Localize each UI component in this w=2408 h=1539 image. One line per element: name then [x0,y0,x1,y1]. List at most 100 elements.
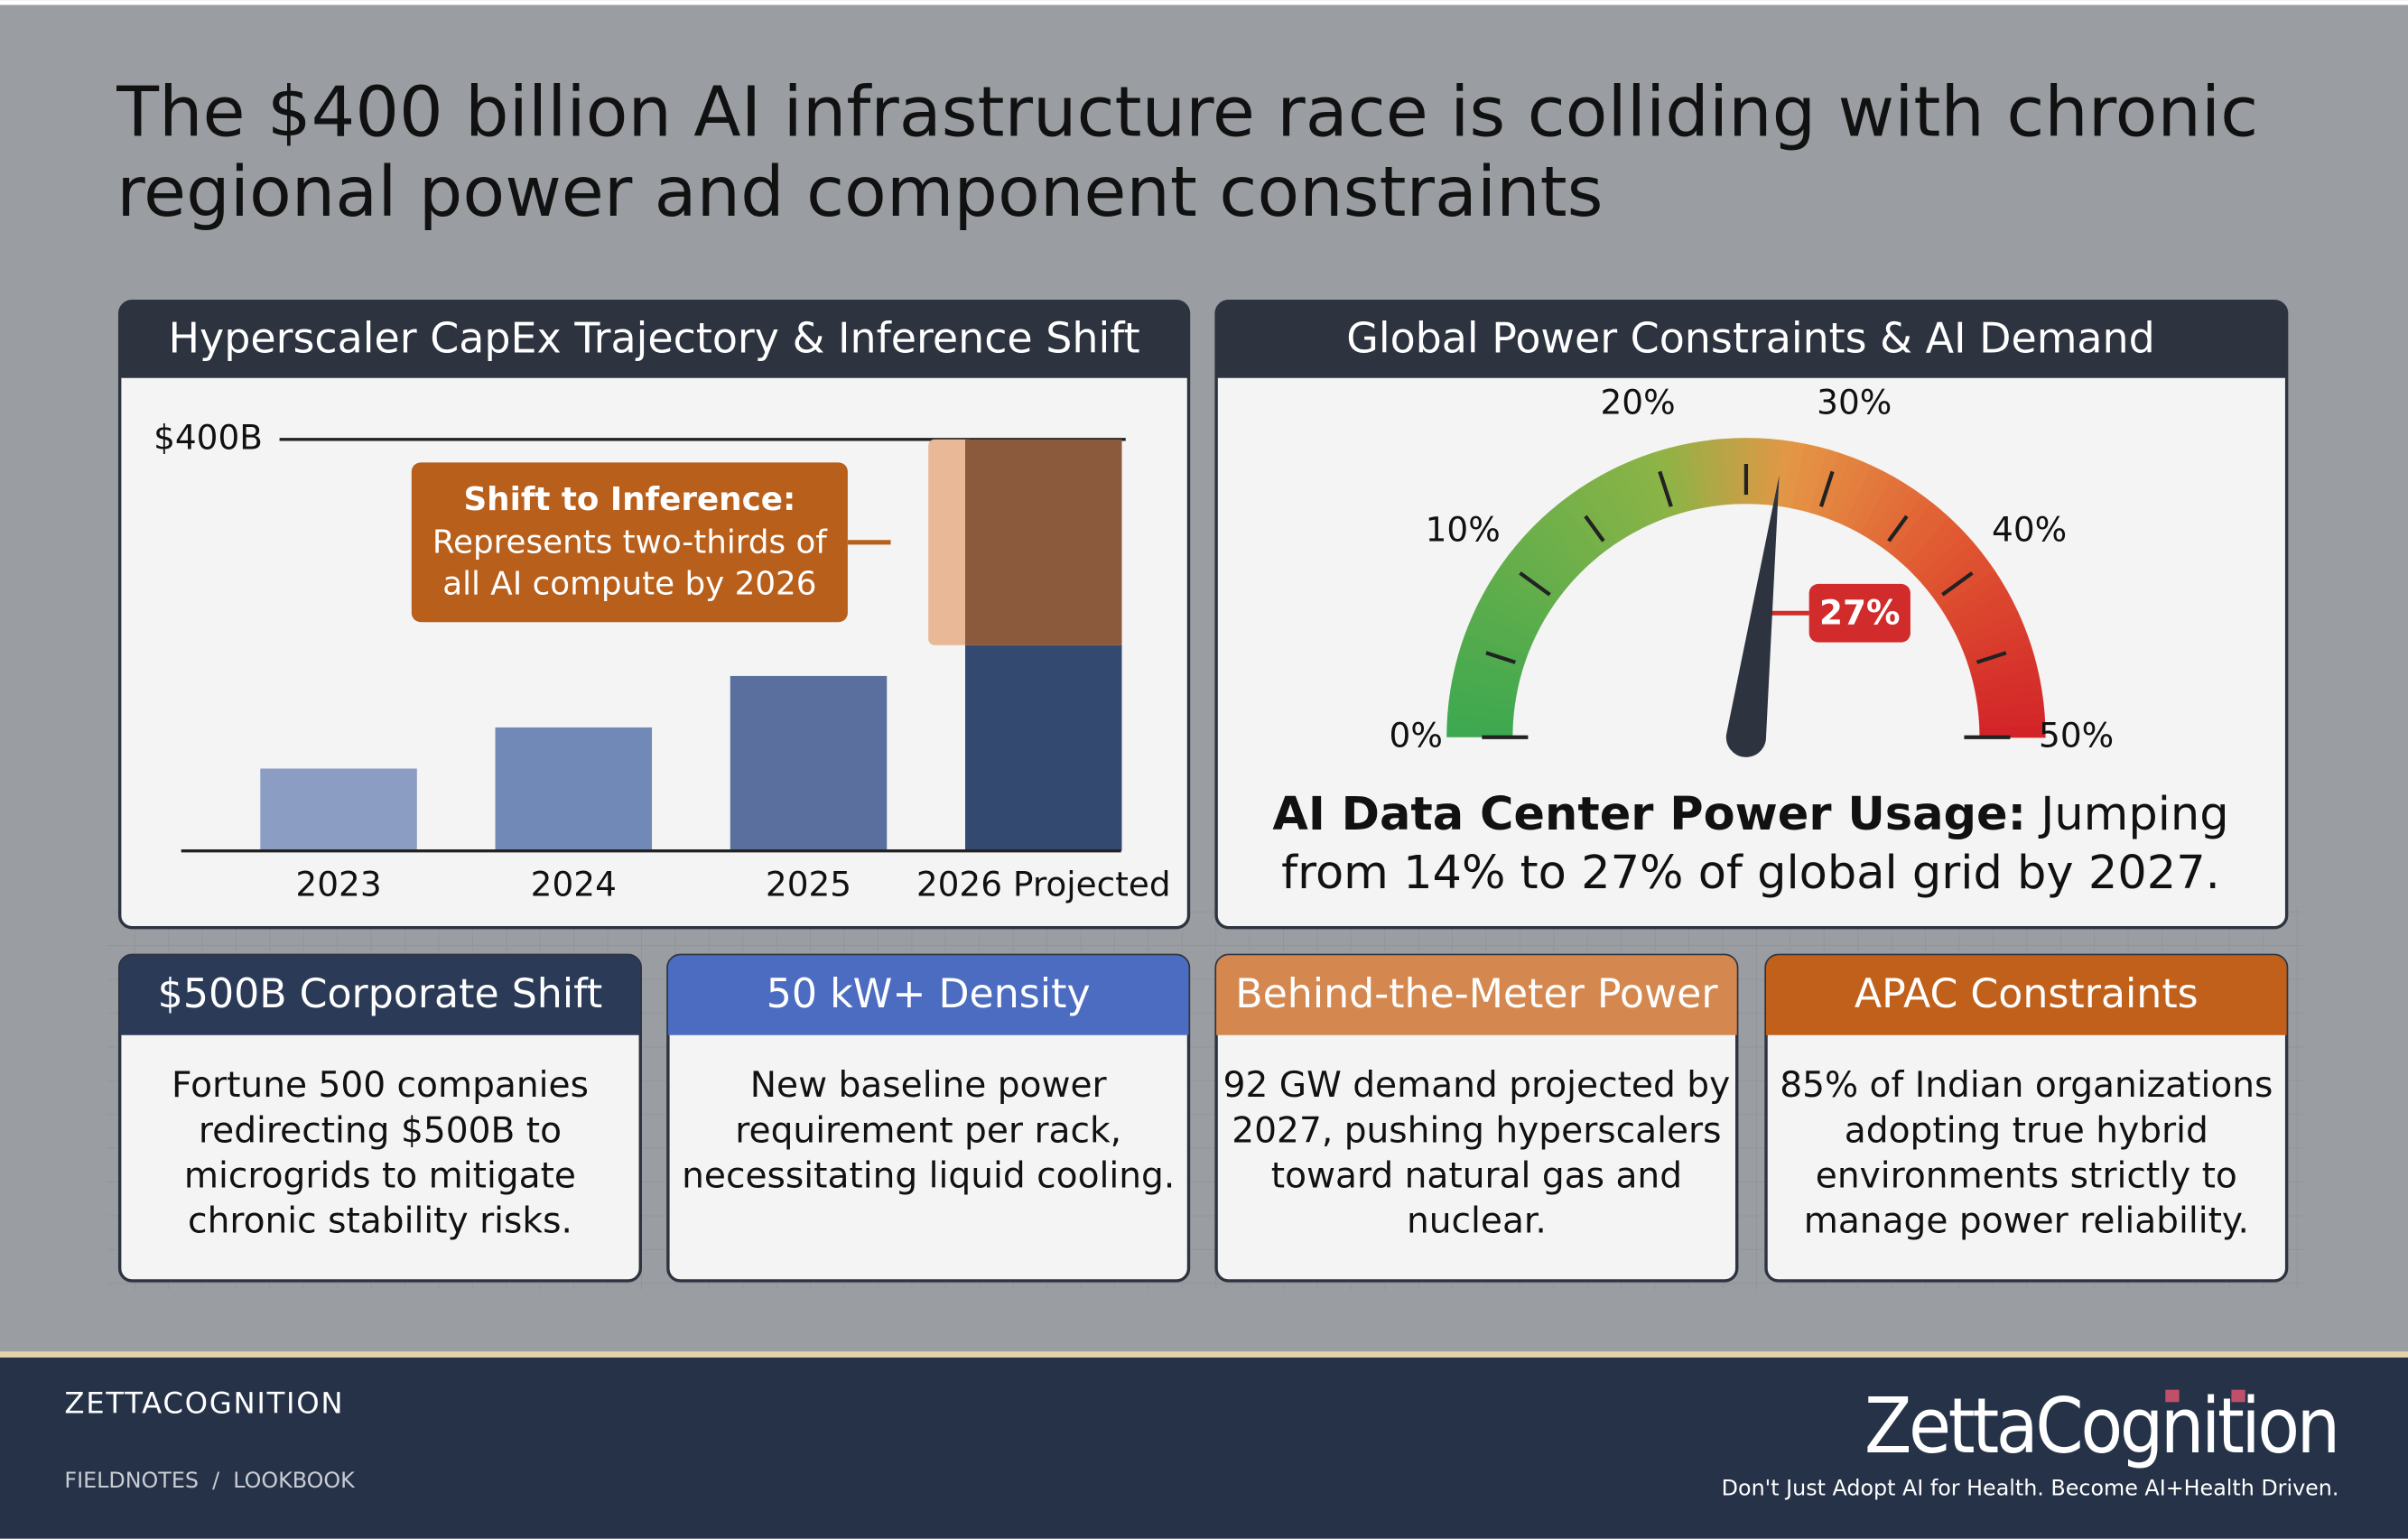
needle [1725,475,1780,757]
minor-tick [1584,515,1605,542]
gauge-band [1511,542,1569,593]
gauge-band [1818,452,1851,519]
tick [1519,571,1551,597]
gauge-band [1755,438,1771,505]
card-title: 50 kW+ Density [767,971,1091,1017]
card [1764,953,2289,1283]
nav: FIELDNOTES / LOOKBOOK [64,1468,356,1493]
gauge-tick-label: 0% [1390,715,1443,755]
gauge-band [1631,456,1666,522]
gauge-band [1923,542,1982,594]
card [117,953,642,1283]
x-tick-label: 2023 [295,864,381,904]
gauge-band [1722,438,1738,505]
gauge-band [1491,570,1553,616]
gauge-band [1835,460,1873,526]
value-badge [1808,583,1911,643]
gauge-band [1484,579,1548,624]
gauge-band [1687,441,1710,509]
panel-header [1216,301,2287,378]
bar [495,727,653,851]
annotation-text: Represents two-thirds of [432,524,828,561]
card-title: $500B Corporate Shift [158,971,603,1017]
gauge-band [1791,443,1817,511]
gauge-band [1446,725,1513,737]
card-header [119,955,641,1035]
panel-title: Global Power Constraints & AI Demand [1346,313,2155,362]
gauge-tick-label: 30% [1817,382,1892,422]
gauge-band [1474,600,1539,640]
title-line: regional power and component constraints [116,153,1603,233]
tagline: Don't Just Adopt AI for Health. Become A… [1722,1476,2339,1501]
gauge-band [1455,655,1522,683]
annotation-text: all AI compute by 2026 [442,565,816,602]
annotation-box [411,462,848,623]
card-text: environments strictly to [1816,1155,2237,1196]
tick [1658,470,1673,507]
gauge-band [1945,580,2008,624]
gauge-band [1542,509,1595,566]
gauge-band [1929,552,1989,601]
tick [1818,470,1835,507]
x-tick-label: 2024 [531,864,617,904]
logo-dot [2165,1389,2180,1403]
gauge-band [1503,551,1564,600]
annotation-title: Shift to Inference: [463,481,795,518]
card-text: adopting true hybrid [1845,1110,2208,1151]
gauge-tick-label: 40% [1992,509,2067,549]
gauge-band [1773,440,1794,507]
card-text: redirecting $500B to [199,1110,562,1151]
card [1214,953,1739,1283]
gauge-band [1867,481,1913,544]
gauge-band [1579,481,1625,543]
card-text: manage power reliability. [1804,1201,2249,1242]
gauge-band [1642,452,1675,519]
gauge-band [1935,561,1996,608]
gauge-band [1911,525,1966,579]
card-text: microgrids to mitigate [184,1155,576,1196]
gauge-band [1782,441,1806,509]
card-header [1216,955,1737,1035]
bar [260,768,417,851]
gauge-band [1809,449,1840,516]
gauge-band [1569,487,1617,549]
caption-bold: AI Data Center Power Usage: [1272,788,2026,841]
card-text: requirement per rack, [735,1110,1121,1151]
gauge-tick-label: 20% [1600,382,1675,422]
logo: ZettaCognition [1864,1382,2338,1471]
gauge-band [1745,438,1759,505]
card-text: New baseline power [750,1065,1108,1106]
card-text: 2027, pushing hyperscalers [1232,1110,1721,1151]
gauge-band [1800,446,1828,514]
gauge-caption: AI Data Center Power Usage: Jumping [1272,788,2228,841]
minor-tick [1976,651,2007,664]
card-text: 92 GW demand projected by [1223,1065,1731,1106]
gauge-band [1967,644,2035,675]
gauge-band [1469,611,1535,648]
gauge-band [1457,644,1525,674]
gauge-band [1448,690,1516,710]
gauge-band [1976,690,2044,710]
gauge-band [1961,622,2028,657]
gauge-band [1560,495,1610,554]
gauge-band [1447,701,1515,719]
x-tick-label: 2026 Projected [916,864,1171,904]
gauge-band [1699,440,1720,507]
gauge-band [1461,633,1528,665]
top-edge [0,0,2408,5]
gauge-band [1852,470,1893,534]
gauge-band [1452,666,1520,692]
gauge-band [1534,516,1588,572]
card-text: 85% of Indian organizations [1780,1065,2273,1106]
gauge-band [1446,713,1514,728]
gauge-band [1599,469,1641,534]
bar-highlight [928,439,975,645]
card-title: Behind-the-Meter Power [1235,971,1718,1017]
bar [730,675,888,851]
gauge-band [1917,533,1975,587]
footer-rule [0,1351,2408,1358]
gauge-band [1710,439,1729,506]
gauge-band [1764,439,1782,506]
gauge-band [1450,678,1518,701]
